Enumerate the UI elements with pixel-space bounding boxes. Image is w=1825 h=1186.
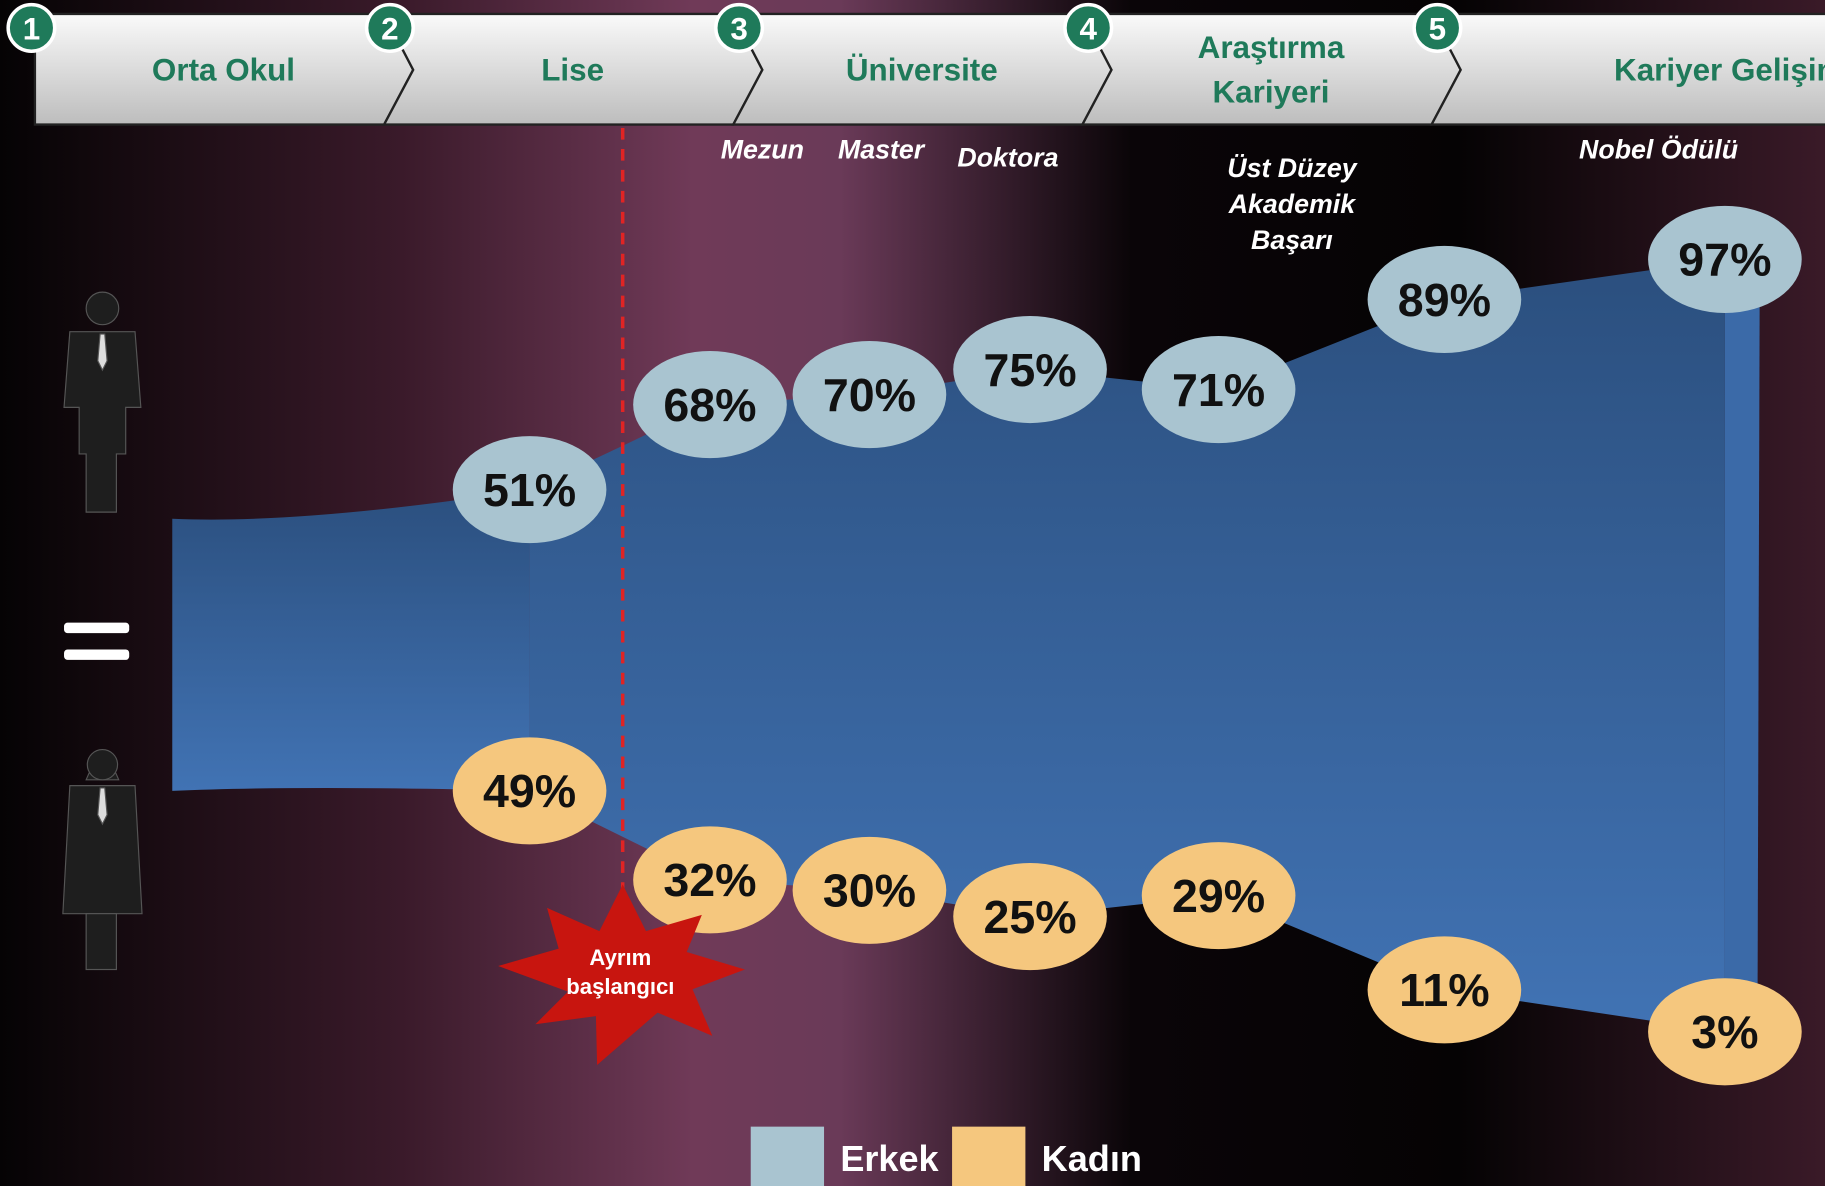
annotation: başlangıcı <box>566 974 674 999</box>
value-label: 51% <box>483 464 576 516</box>
chart: Orta Okul 1 Lise 2 Üniversite 3 Araştırma Kariy… <box>0 0 1825 1186</box>
stage-number: 1 <box>23 12 40 47</box>
milestone-label: Başarı <box>1251 225 1333 255</box>
annotation: Ayrım <box>589 945 651 970</box>
milestone-label: Master <box>838 134 926 164</box>
value-label: 71% <box>1172 364 1265 416</box>
stage-label: Orta Okul <box>152 52 295 87</box>
stage-label: Kariyer Gelişimi <box>1614 52 1825 87</box>
stage-number: 5 <box>1429 12 1446 47</box>
milestone-label: Akademik <box>1228 189 1357 219</box>
value-label: 30% <box>823 865 916 917</box>
stage-number: 3 <box>730 12 747 47</box>
stage-number: 2 <box>381 12 398 47</box>
band-tail <box>1725 250 1760 1032</box>
milestone-label: Üst Düzey <box>1227 153 1357 183</box>
value-label: 97% <box>1678 234 1771 286</box>
value-label: 89% <box>1398 274 1491 326</box>
value-label: 68% <box>663 379 756 431</box>
stage-label: Kariyeri <box>1212 74 1329 109</box>
stage-label: Araştırma <box>1198 30 1345 65</box>
value-label: 11% <box>1399 964 1490 1016</box>
band-lead <box>172 490 529 791</box>
value-label: 25% <box>983 891 1076 943</box>
milestone-label: Doktora <box>957 142 1058 172</box>
value-label: 70% <box>823 369 916 421</box>
legend-swatch <box>751 1127 824 1186</box>
value-label: 29% <box>1172 870 1265 922</box>
value-label: 3% <box>1691 1006 1758 1058</box>
page: {"chart_data": { "type": "area", "stages… <box>0 0 1825 1186</box>
value-label: 32% <box>663 854 756 906</box>
value-label: 49% <box>483 765 576 817</box>
stage-label: Lise <box>541 52 604 87</box>
legend-label: Kadın <box>1042 1138 1142 1179</box>
stage-label: Üniversite <box>846 52 998 87</box>
legend-label: Erkek <box>840 1138 939 1179</box>
legend-swatch <box>952 1127 1025 1186</box>
value-label: 75% <box>983 344 1076 396</box>
stage-number: 4 <box>1080 12 1098 47</box>
milestone-label: Nobel Ödülü <box>1579 134 1738 164</box>
milestone-label: Mezun <box>721 134 804 164</box>
